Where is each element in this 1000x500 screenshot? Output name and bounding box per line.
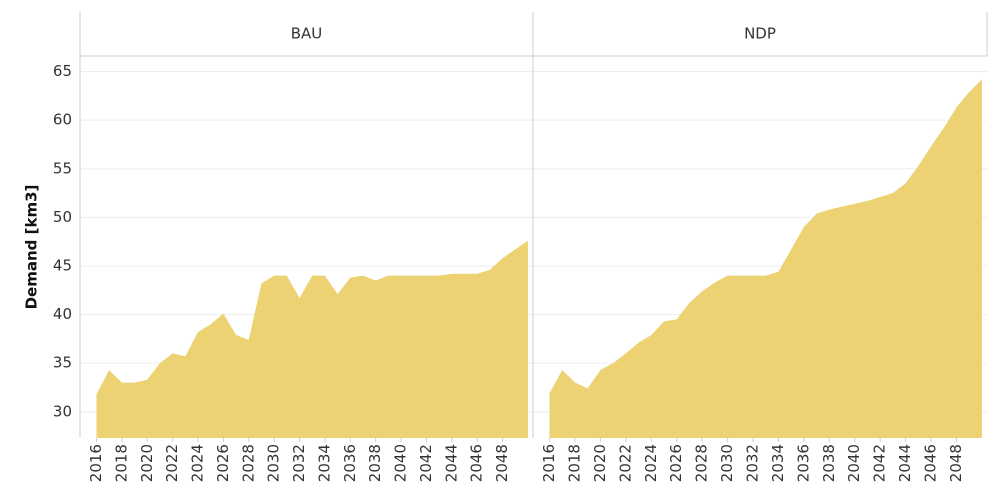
x-tick-label: 2048	[947, 444, 965, 482]
x-tick-label: 2022	[616, 444, 634, 482]
area	[96, 240, 528, 438]
area	[549, 79, 982, 438]
x-tick-label: 2036	[794, 444, 812, 482]
x-tick-label: 2026	[667, 444, 685, 482]
x-tick-label: 2032	[744, 444, 762, 482]
x-tick-label: 2040	[845, 444, 863, 482]
x-tick-label: 2042	[417, 444, 435, 482]
x-tick-label: 2016	[540, 444, 558, 482]
x-tick-label: 2018	[112, 444, 130, 482]
x-tick-label: 2040	[392, 444, 410, 482]
y-axis-title: Demand [km3]	[23, 185, 41, 310]
x-tick-label: 2032	[290, 444, 308, 482]
x-tick-label: 2038	[820, 444, 838, 482]
x-tick-label: 2044	[896, 444, 914, 482]
x-tick-label: 2046	[468, 444, 486, 482]
x-tick-label: 2042	[871, 444, 889, 482]
y-tick-label: 30	[53, 402, 72, 420]
y-tick-label: 45	[53, 256, 72, 274]
x-tick-label: 2028	[693, 444, 711, 482]
x-tick-label: 2016	[87, 444, 105, 482]
x-tick-label: 2034	[769, 444, 787, 482]
x-tick-label: 2022	[163, 444, 181, 482]
x-tick-label: 2044	[442, 444, 460, 482]
x-tick-label: 2038	[366, 444, 384, 482]
x-tick-label: 2024	[189, 444, 207, 482]
y-tick-label: 60	[53, 111, 72, 129]
x-tick-label: 2034	[315, 444, 333, 482]
x-tick-label: 2020	[591, 444, 609, 482]
x-tick-label: 2030	[718, 444, 736, 482]
x-tick-label: 2046	[922, 444, 940, 482]
x-tick-label: 2048	[493, 444, 511, 482]
y-tick-label: 35	[53, 354, 72, 372]
y-tick-label: 55	[53, 159, 72, 177]
x-tick-label: 2028	[239, 444, 257, 482]
y-tick-label: 65	[53, 62, 72, 80]
panel-title: NDP	[744, 25, 776, 43]
x-tick-label: 2018	[565, 444, 583, 482]
y-tick-label: 40	[53, 305, 72, 323]
x-tick-label: 2026	[214, 444, 232, 482]
x-tick-label: 2036	[341, 444, 359, 482]
y-tick-label: 50	[53, 208, 72, 226]
x-tick-label: 2030	[265, 444, 283, 482]
panel-title: BAU	[291, 25, 323, 43]
x-tick-label: 2020	[138, 444, 156, 482]
x-tick-label: 2024	[642, 444, 660, 482]
